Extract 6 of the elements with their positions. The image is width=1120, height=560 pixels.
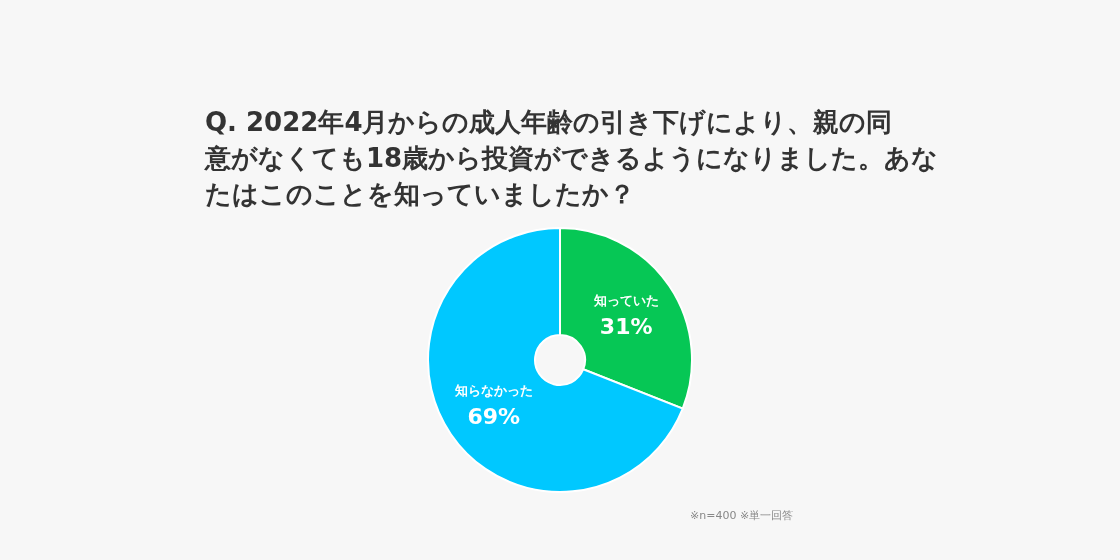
text: ※n=400 ※単一回答 [690,508,794,523]
chart-title: Q. 2022年4月からの成人年齢の引き下げにより、親の同意がなくても18歳から投資ができるようになりました。あなたはこのことを知っていましたか？ [204,107,939,209]
slice-label: 知らなかった [453,382,533,398]
data-label: 31% [599,314,653,340]
slice-label: 知っていた [592,293,659,309]
data-label: 69% [467,403,521,429]
